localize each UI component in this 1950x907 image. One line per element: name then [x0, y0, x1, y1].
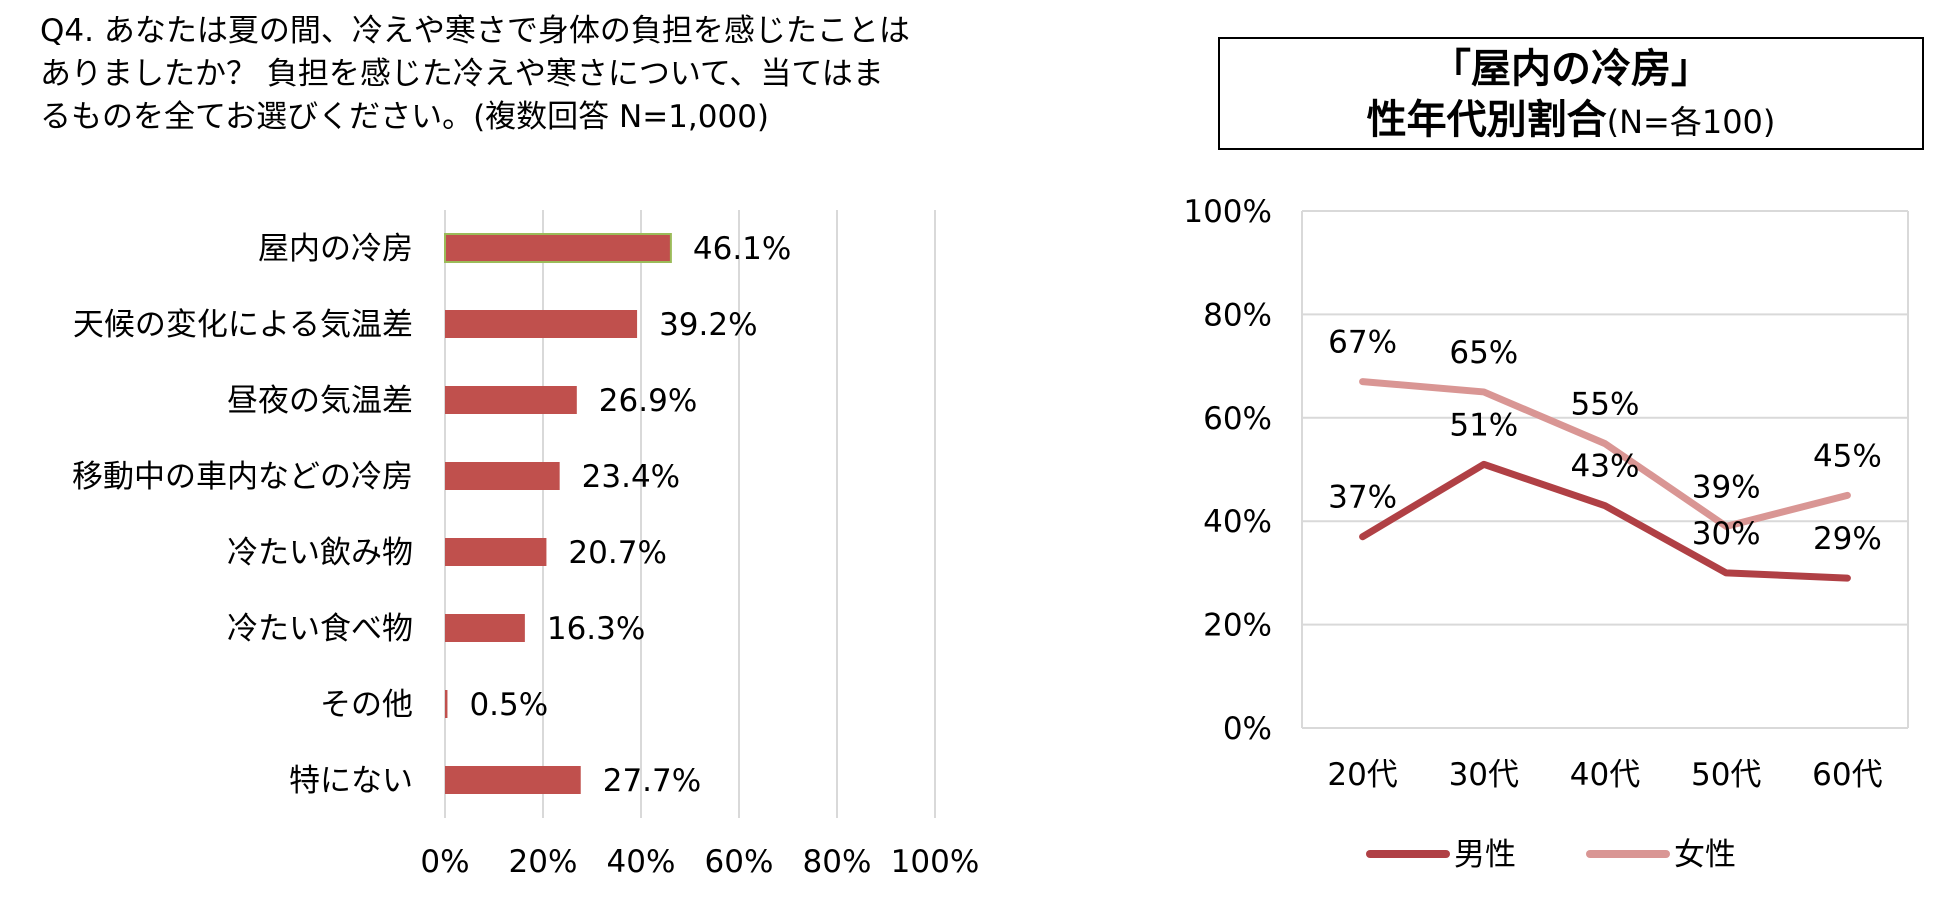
line-chart-title: 「屋内の冷房」	[1431, 46, 1711, 92]
line-data-label: 39%	[1692, 469, 1761, 505]
line-chart-subtitle-main: 性年代別割合	[1366, 97, 1607, 143]
bar-category-label: 天候の変化による気温差	[73, 307, 413, 343]
line-x-tick-label: 20代	[1327, 757, 1397, 793]
bar-data-label: 16.3%	[547, 611, 645, 647]
bar-x-tick-label: 60%	[705, 844, 774, 880]
bar-x-tick-label: 20%	[509, 844, 578, 880]
bar-category-label: 特にない	[289, 763, 413, 799]
bar-category-label: 昼夜の気温差	[227, 383, 413, 419]
line-chart-title-box: 「屋内の冷房」 性年代別割合(N=各100)	[1218, 37, 1924, 150]
line-x-tick-label: 50代	[1691, 757, 1761, 793]
bar	[445, 538, 547, 566]
bar-chart: 0% 20% 40% 60% 80% 100% 屋内の冷房 46.1% 天候の変化による気温差 3…	[72, 210, 980, 880]
line-data-label: 51%	[1449, 407, 1518, 443]
line-data-label: 43%	[1571, 449, 1640, 485]
bar	[445, 386, 577, 414]
line-y-tick-label: 60%	[1203, 401, 1272, 437]
legend-label: 女性	[1674, 837, 1736, 873]
line-y-tick-label: 100%	[1183, 194, 1272, 230]
bar-x-tick-label: 100%	[891, 844, 980, 880]
line-x-tick-label: 30代	[1449, 757, 1519, 793]
line-data-label: 65%	[1449, 335, 1518, 371]
line-y-tick-label: 0%	[1223, 711, 1272, 747]
line-chart: 0% 20% 40% 60% 80% 100% 20代 30代 40代 50代 60代 37% 51% 4…	[1183, 194, 1909, 873]
bar-data-label: 20.7%	[568, 535, 666, 571]
bar-data-label: 27.7%	[603, 763, 701, 799]
bar-category-label: その他	[320, 687, 413, 723]
bar-category-label: 冷たい食べ物	[227, 611, 413, 647]
bar-x-tick-label: 40%	[607, 844, 676, 880]
bar-category-label: 冷たい飲み物	[227, 535, 413, 571]
bar	[445, 690, 448, 718]
bar-data-label: 23.4%	[582, 459, 680, 495]
bar-data-label: 39.2%	[659, 307, 757, 343]
line-data-label: 45%	[1813, 438, 1882, 474]
bar-x-tick-label: 0%	[420, 844, 469, 880]
line-data-label: 37%	[1328, 480, 1397, 516]
line-chart-subtitle: 性年代別割合(N=各100)	[1220, 93, 1922, 155]
line-x-tick-label: 60代	[1812, 757, 1882, 793]
line-data-label: 55%	[1571, 387, 1640, 423]
bar-data-label: 0.5%	[469, 687, 548, 723]
line-data-label: 30%	[1692, 516, 1761, 552]
line-y-tick-label: 20%	[1203, 608, 1272, 644]
line-y-tick-label: 40%	[1203, 504, 1272, 540]
bar	[445, 462, 560, 490]
bar	[444, 233, 672, 263]
bar-category-label: 屋内の冷房	[258, 231, 413, 267]
bar-data-label: 26.9%	[599, 383, 697, 419]
bar	[445, 310, 638, 338]
bar-x-tick-label: 80%	[803, 844, 872, 880]
bar-data-label: 46.1%	[693, 231, 791, 267]
line-data-label: 29%	[1813, 521, 1882, 557]
line-data-label: 67%	[1328, 325, 1397, 361]
line-x-tick-label: 40代	[1570, 757, 1640, 793]
line-series-male	[1359, 460, 1851, 582]
line-series-female	[1359, 378, 1851, 530]
line-chart-subtitle-n: (N=各100)	[1606, 103, 1776, 141]
line-y-tick-label: 80%	[1203, 297, 1272, 333]
bar	[445, 766, 581, 794]
legend-label: 男性	[1454, 837, 1516, 873]
bar	[445, 614, 525, 642]
bar-category-label: 移動中の車内などの冷房	[72, 459, 413, 495]
question-text: Q4. あなたは夏の間、冷えや寒さで身体の負担を感じたことはありましたか？ 負担…	[40, 13, 910, 135]
